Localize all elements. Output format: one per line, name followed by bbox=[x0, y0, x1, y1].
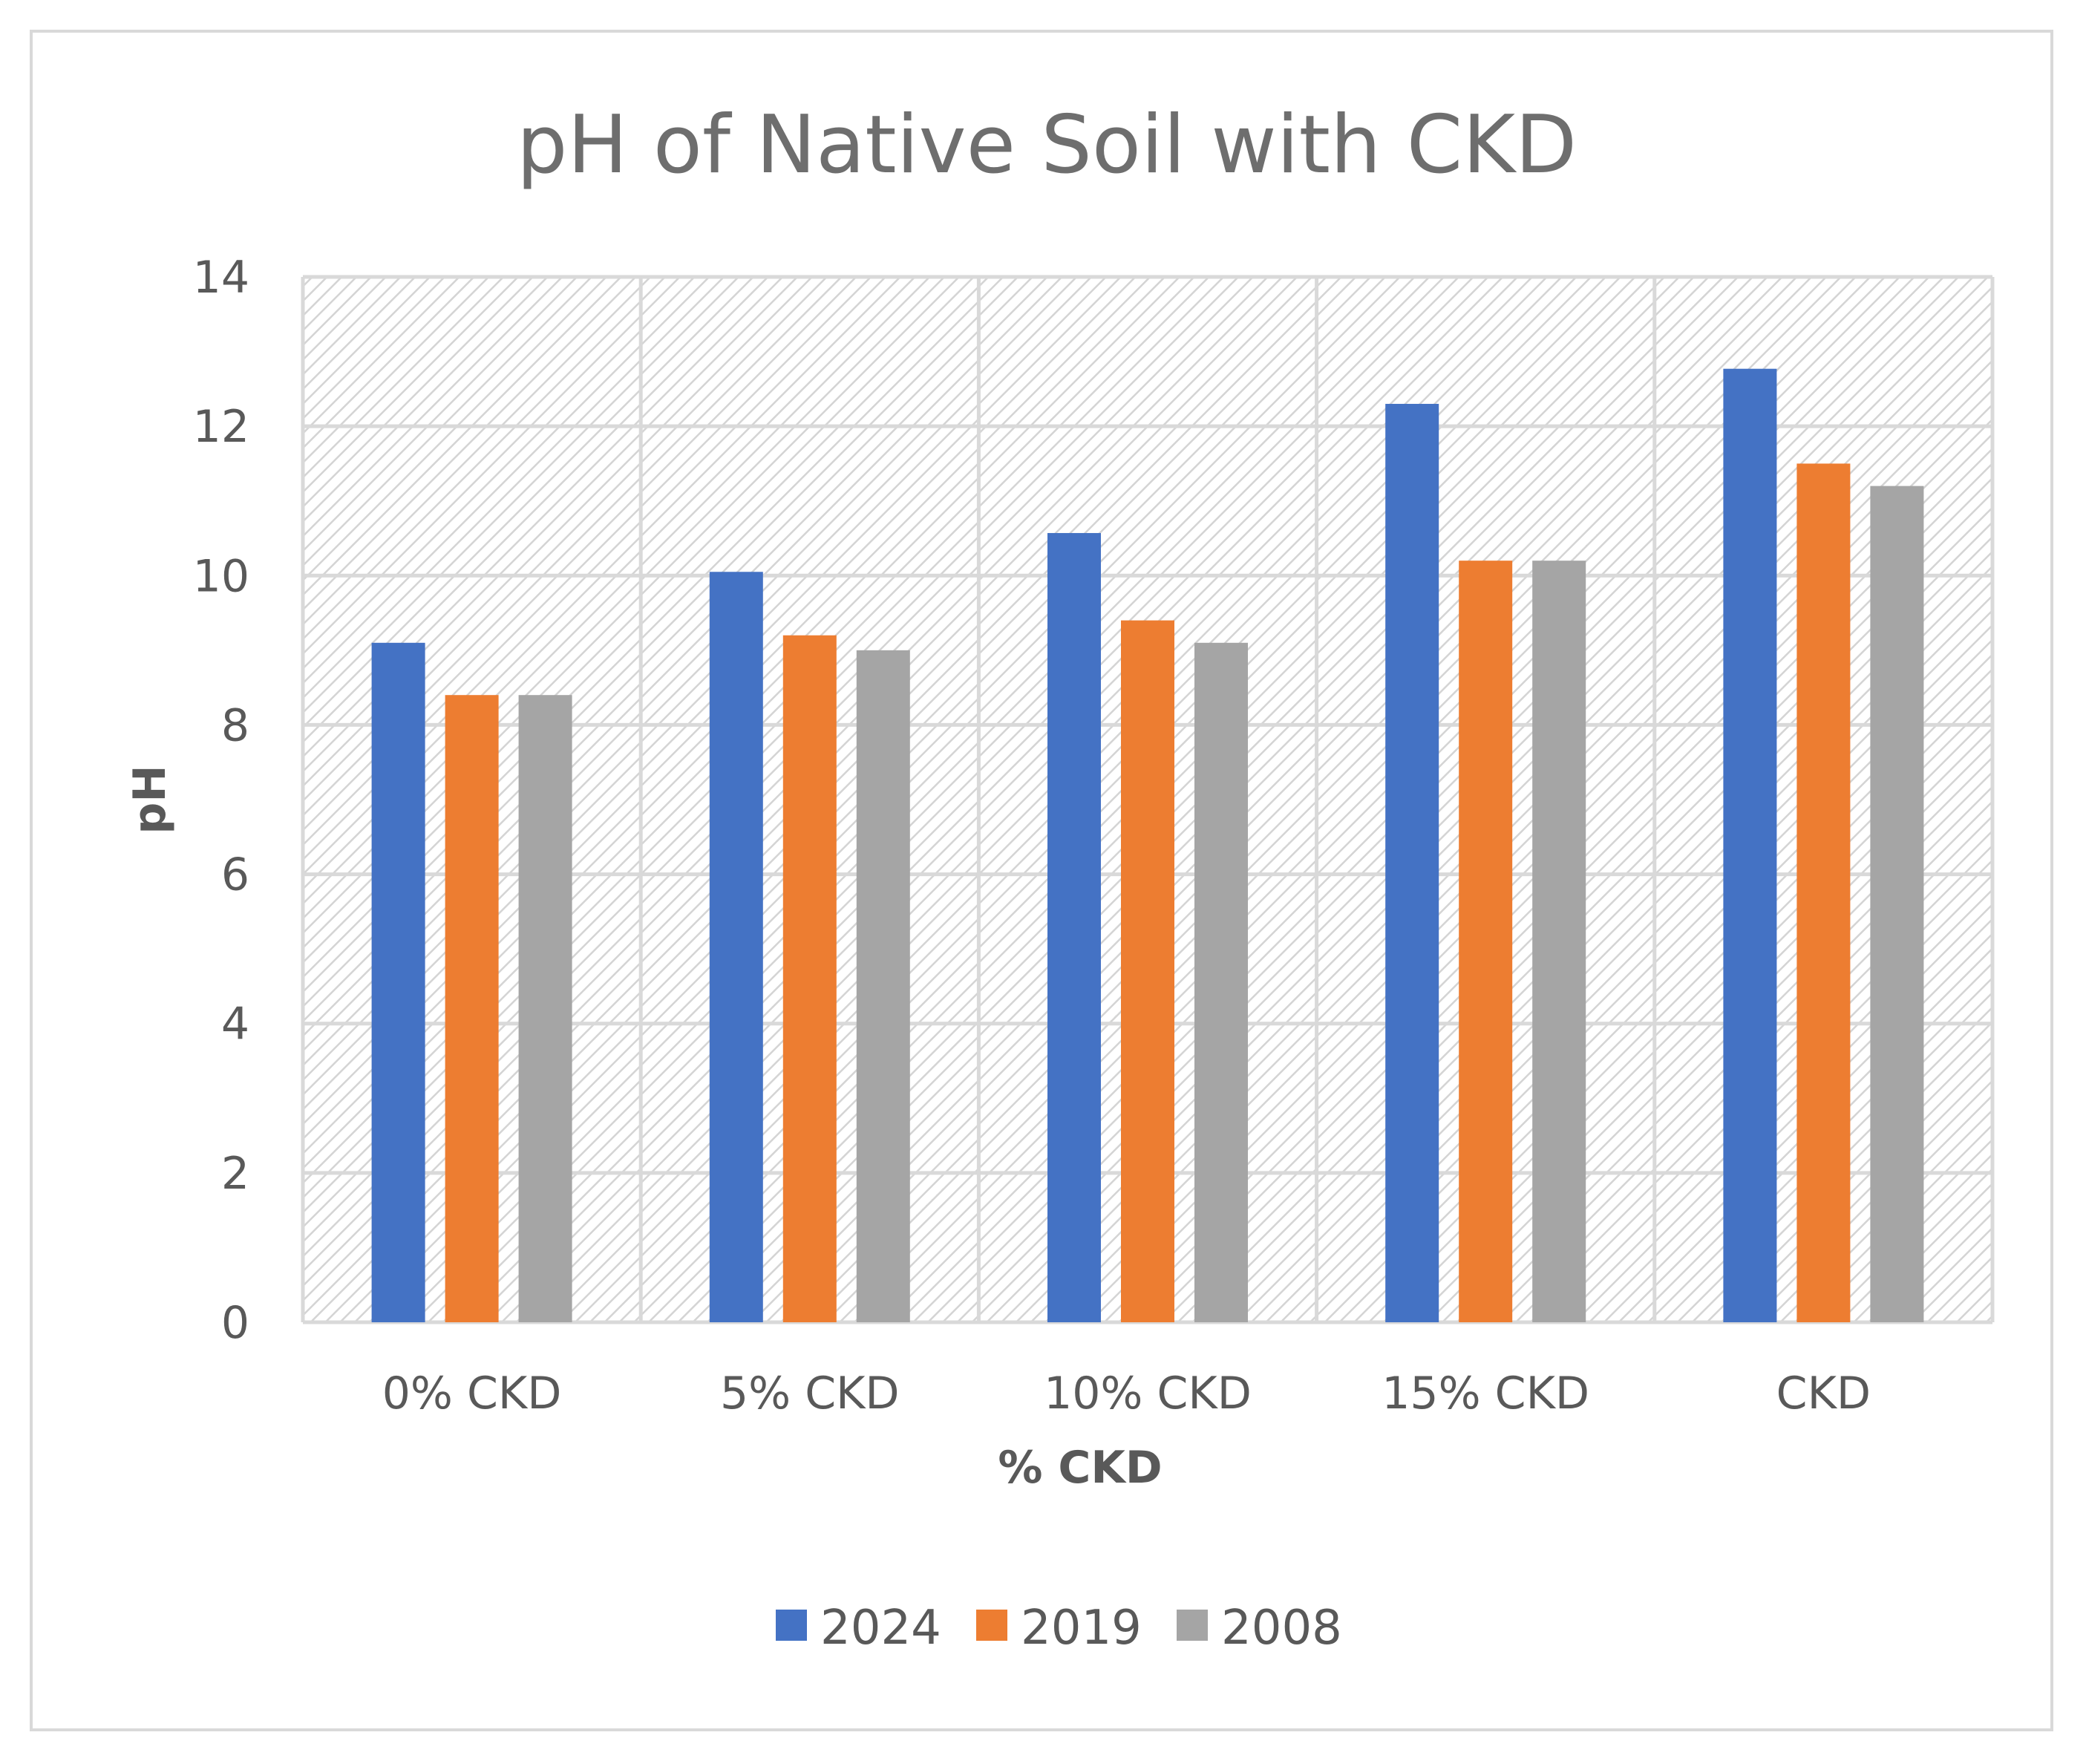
y-tick-label: 8 bbox=[221, 699, 249, 751]
x-tick-label: 15% CKD bbox=[1382, 1368, 1589, 1420]
bar-2019-2 bbox=[1121, 620, 1174, 1322]
bar-2024-2 bbox=[1047, 532, 1101, 1323]
legend-swatch-2008 bbox=[1177, 1610, 1208, 1641]
bar-2024-1 bbox=[709, 572, 763, 1322]
x-tick-label: 10% CKD bbox=[1044, 1368, 1252, 1420]
x-tick-labels: 0% CKD 5% CKD 10% CKD 15% CKD CKD bbox=[382, 1368, 1871, 1420]
bar-2008-1 bbox=[856, 650, 910, 1322]
legend-label-2019: 2019 bbox=[1021, 1601, 1142, 1656]
x-tick-label: 0% CKD bbox=[382, 1368, 562, 1420]
bar-2019-1 bbox=[782, 635, 837, 1322]
bar-2024-0 bbox=[371, 642, 425, 1322]
y-tick-label: 10 bbox=[193, 550, 249, 602]
bar-2008-3 bbox=[1532, 561, 1586, 1323]
bars bbox=[371, 368, 1924, 1323]
y-tick-labels: 0 2 4 6 8 10 12 14 bbox=[193, 252, 249, 1349]
bar-2019-3 bbox=[1459, 561, 1513, 1323]
bar-2019-0 bbox=[445, 695, 499, 1322]
legend-label-2024: 2024 bbox=[820, 1601, 941, 1656]
x-axis-title: % CKD bbox=[998, 1442, 1162, 1494]
bar-2008-0 bbox=[518, 695, 572, 1322]
chart-title: pH of Native Soil with CKD bbox=[517, 99, 1577, 192]
y-axis-title: pH bbox=[124, 765, 176, 834]
legend-swatch-2024 bbox=[776, 1610, 807, 1641]
bar-2008-2 bbox=[1194, 642, 1248, 1322]
y-tick-label: 2 bbox=[221, 1148, 249, 1200]
y-tick-label: 0 bbox=[221, 1297, 249, 1349]
x-tick-label: 5% CKD bbox=[720, 1368, 900, 1420]
legend: 2024 2019 2008 bbox=[776, 1601, 1342, 1656]
bar-2019-4 bbox=[1796, 463, 1851, 1322]
legend-label-2008: 2008 bbox=[1221, 1601, 1342, 1656]
y-tick-label: 12 bbox=[193, 401, 249, 453]
y-tick-label: 14 bbox=[193, 252, 249, 304]
bar-2008-4 bbox=[1870, 486, 1924, 1322]
legend-swatch-2019 bbox=[976, 1610, 1007, 1641]
y-tick-label: 4 bbox=[221, 999, 249, 1051]
y-tick-label: 6 bbox=[221, 849, 249, 901]
bar-2024-4 bbox=[1723, 368, 1777, 1322]
bar-2024-3 bbox=[1385, 403, 1439, 1322]
x-tick-label: CKD bbox=[1776, 1368, 1871, 1420]
